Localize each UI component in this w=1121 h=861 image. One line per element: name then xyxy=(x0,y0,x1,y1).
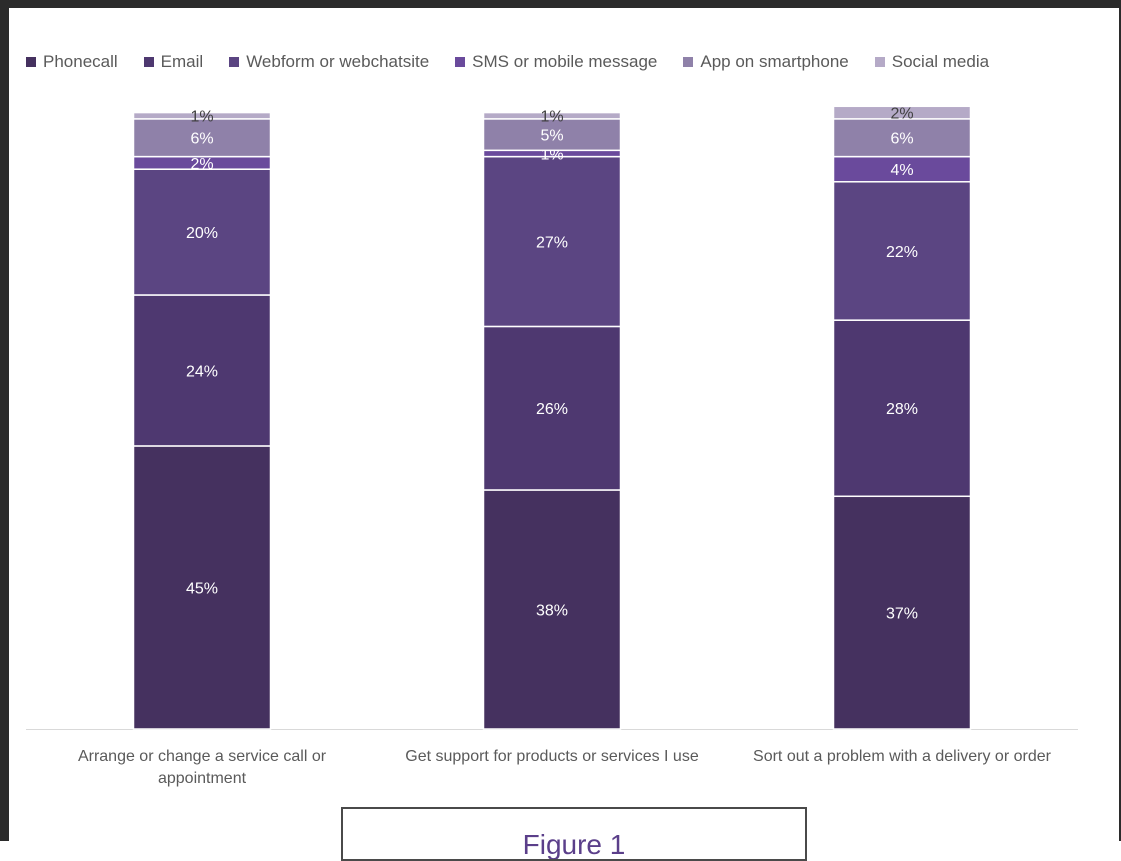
bar-segment xyxy=(832,155,972,183)
legend-swatch xyxy=(26,57,36,67)
legend-item: Webform or webchatsite xyxy=(229,52,429,72)
data-label: 1% xyxy=(540,109,563,126)
data-label: 6% xyxy=(190,131,213,148)
bar-segment xyxy=(132,445,272,730)
legend-item: App on smartphone xyxy=(683,52,849,72)
bar-segment xyxy=(132,294,272,447)
data-label: 5% xyxy=(540,128,563,145)
legend-label: Social media xyxy=(891,52,990,71)
figure-caption: Figure 1 xyxy=(522,829,626,860)
category-label: Get support for products or services I u… xyxy=(405,748,699,765)
data-label: 2% xyxy=(190,156,213,173)
legend-swatch xyxy=(229,57,240,67)
data-label: 4% xyxy=(890,162,913,179)
legend-item: Social media xyxy=(874,52,990,72)
bar-segment xyxy=(132,111,272,120)
bar-segment xyxy=(832,319,972,498)
bar-segment xyxy=(132,118,272,158)
category-label: Sort out a problem with a delivery or or… xyxy=(753,748,1051,765)
frame-right-border xyxy=(1119,0,1121,841)
legend-label: App on smartphone xyxy=(700,52,849,71)
legend-swatch xyxy=(143,57,154,67)
legend-item: SMS or mobile message xyxy=(455,52,657,72)
data-label: 6% xyxy=(890,131,913,148)
bar-segment xyxy=(482,325,622,491)
frame-top-border xyxy=(0,0,1121,8)
legend-swatch xyxy=(683,57,694,67)
data-label: 38% xyxy=(536,602,568,619)
bar-segment xyxy=(832,181,972,321)
data-label: 28% xyxy=(886,401,918,418)
legend-label: Phonecall xyxy=(43,52,118,71)
data-label: 24% xyxy=(186,363,218,380)
data-label: 27% xyxy=(536,235,568,252)
legend-item: Phonecall xyxy=(26,52,118,72)
legend-swatch xyxy=(874,57,885,67)
bar-segment xyxy=(832,495,972,730)
data-label: 20% xyxy=(186,225,218,242)
category-label: Arrange or change a service call or appo… xyxy=(77,748,327,787)
chart-legend: Phonecall Email Webform or webchatsite SMS … xyxy=(26,50,989,74)
bar-segment xyxy=(832,105,972,120)
data-label: 45% xyxy=(186,580,218,597)
legend-label: Webform or webchatsite xyxy=(246,52,430,71)
stacked-bar-chart: 45%24%20%2%6%1%38%26%27%1%5%1%37%28%22%4… xyxy=(26,105,1078,730)
legend-label: SMS or mobile message xyxy=(472,52,658,71)
figure-caption-box: Figure 1 xyxy=(341,807,807,861)
frame-left-border xyxy=(0,0,9,841)
legend-label: Email xyxy=(160,52,204,71)
bar-segment xyxy=(482,489,622,730)
data-label: 1% xyxy=(190,109,213,126)
legend-swatch xyxy=(455,57,466,67)
bar-segment xyxy=(132,168,272,296)
legend-item: Email xyxy=(143,52,204,72)
bar-segment xyxy=(482,155,622,328)
data-label: 22% xyxy=(886,244,918,261)
data-label: 37% xyxy=(886,606,918,623)
bar-segment xyxy=(482,111,622,120)
bar-segment xyxy=(832,118,972,158)
data-label: 2% xyxy=(890,106,913,123)
data-label: 26% xyxy=(536,401,568,418)
